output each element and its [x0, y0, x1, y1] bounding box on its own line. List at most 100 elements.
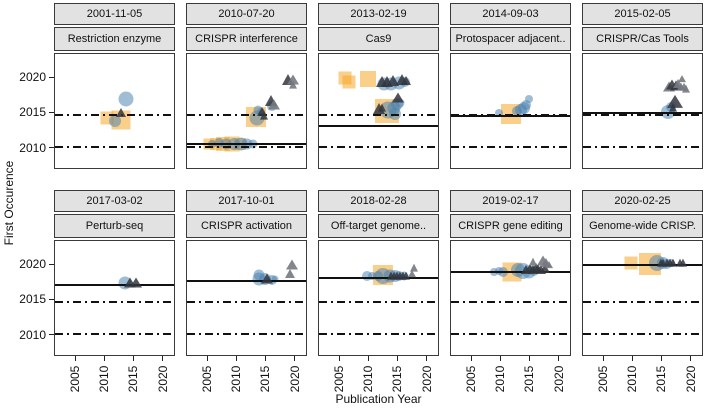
first-occurrence-line: [583, 263, 702, 266]
x-tick-label: 2010: [361, 365, 376, 393]
facet-term-strip: Perturb-seq: [54, 214, 175, 238]
facet-term-strip: CRISPR gene editing: [450, 214, 571, 238]
x-tick-mark: [206, 356, 208, 361]
x-tick-label: 2015: [126, 365, 141, 393]
reference-dashdot-line: [319, 300, 438, 303]
facet-plot-area: [54, 240, 175, 356]
facet-plot-area: [450, 240, 571, 356]
x-tick-mark: [294, 356, 296, 361]
data-point-circle: [118, 91, 134, 107]
x-tick-label: 2005: [332, 365, 347, 393]
y-tick-mark: [49, 76, 54, 78]
y-axis-title: First Occurence: [2, 160, 16, 246]
x-tick-label: 2015: [522, 365, 537, 393]
x-tick-label: 2010: [493, 365, 508, 393]
data-point-triangle-gray: [677, 75, 686, 83]
reference-dashdot-line: [583, 113, 702, 116]
data-point-triangle-dark: [668, 103, 677, 112]
x-tick-mark: [470, 356, 472, 361]
x-tick-label: 2005: [68, 365, 83, 393]
data-point-triangle-dark: [387, 75, 400, 87]
facet-panel: 2015-02-05 CRISPR/Cas Tools: [582, 3, 703, 169]
data-point-triangle-dark: [261, 273, 274, 284]
first-occurrence-line: [319, 277, 438, 280]
facet-term-strip: Cas9: [318, 27, 439, 51]
facet-date-strip: 2017-10-01: [186, 190, 307, 212]
data-point-triangle-dark: [401, 271, 410, 280]
data-point-triangle-gray: [682, 84, 691, 93]
data-point-circle: [495, 109, 504, 118]
data-point-triangle-dark: [378, 103, 387, 112]
y-tick-label: 2010: [19, 327, 46, 342]
facet-panel: 2010-07-20 CRISPR interference: [186, 3, 307, 169]
x-tick-label: 2005: [200, 365, 215, 393]
reference-dashdot-line: [451, 300, 570, 303]
x-tick-label: 2015: [654, 365, 669, 393]
data-point-triangle-dark: [130, 277, 143, 288]
data-point-triangle-gray: [528, 257, 537, 266]
reference-dashdot-line: [55, 146, 174, 149]
facet-plot-area: [582, 240, 703, 356]
facet-panel: 2014-09-03 Protospacer adjacent..: [450, 3, 571, 169]
reference-dashdot-line: [583, 146, 702, 149]
x-tick-mark: [660, 356, 662, 361]
facet-date-strip: 2013-02-19: [318, 3, 439, 25]
facet-term-strip: Genome-wide CRISP.: [582, 214, 703, 238]
x-tick-label: 2015: [258, 365, 273, 393]
reference-dashdot-line: [55, 300, 174, 303]
data-point-circle: [362, 271, 373, 282]
reference-dashdot-line: [583, 300, 702, 303]
data-point-circle: [521, 100, 532, 111]
data-point-triangle-gray: [287, 74, 300, 85]
x-tick-mark: [132, 356, 134, 361]
reference-dashdot-line: [187, 113, 306, 116]
reference-dashdot-line: [451, 146, 570, 149]
y-tick-label: 2020: [19, 257, 46, 272]
reference-dashdot-line: [319, 113, 438, 116]
x-tick-mark: [631, 356, 633, 361]
facet-plot-area: [54, 53, 175, 169]
facet-date-strip: 2017-03-02: [54, 190, 175, 212]
x-tick-label: 2010: [625, 365, 640, 393]
facet-date-strip: 2015-02-05: [582, 3, 703, 25]
x-tick-label: 2020: [419, 365, 434, 393]
reference-dashdot-line: [187, 146, 306, 149]
x-tick-mark: [690, 356, 692, 361]
facet-term-strip: CRISPR/Cas Tools: [582, 27, 703, 51]
facet-panel: 2017-10-01 CRISPR activation: [186, 190, 307, 356]
x-tick-mark: [528, 356, 530, 361]
data-point-triangle-gray: [285, 259, 298, 270]
x-tick-label: 2020: [155, 365, 170, 393]
x-tick-mark: [264, 356, 266, 361]
y-tick-label: 2015: [19, 292, 46, 307]
reference-dashdot-line: [187, 333, 306, 336]
facet-plot-area: [318, 240, 439, 356]
first-occurrence-line: [187, 280, 306, 283]
y-tick-mark: [49, 263, 54, 265]
y-tick-label: 2015: [19, 105, 46, 120]
facet-date-strip: 2019-02-17: [450, 190, 571, 212]
first-occurrence-line: [187, 143, 306, 146]
facet-grid: 2001-11-05 Restriction enzyme 2010-07-20 CR…: [54, 3, 703, 356]
first-occurrence-line: [451, 270, 570, 273]
facet-panel: 2013-02-19 Cas9: [318, 3, 439, 169]
data-point-triangle-gray: [267, 99, 280, 110]
y-tick-label: 2010: [19, 140, 46, 155]
data-point-triangle-dark: [391, 92, 404, 103]
x-tick-mark: [426, 356, 428, 361]
facet-plot-area: [582, 53, 703, 169]
facet-term-strip: Protospacer adjacent..: [450, 27, 571, 51]
facet-term-strip: Restriction enzyme: [54, 27, 175, 51]
data-point-triangle-dark: [679, 258, 688, 267]
data-point-triangle-dark: [400, 76, 411, 86]
reference-dashdot-line: [583, 333, 702, 336]
first-occurrence-line: [583, 111, 702, 114]
data-point-circle: [368, 272, 377, 281]
facet-panel: 2018-02-28 Off-target genome..: [318, 190, 439, 356]
data-point-square: [342, 75, 356, 89]
first-occurrence-line: [451, 114, 570, 117]
x-tick-mark: [396, 356, 398, 361]
data-point-triangle-gray: [408, 269, 417, 277]
data-point-triangle-gray: [409, 263, 418, 272]
